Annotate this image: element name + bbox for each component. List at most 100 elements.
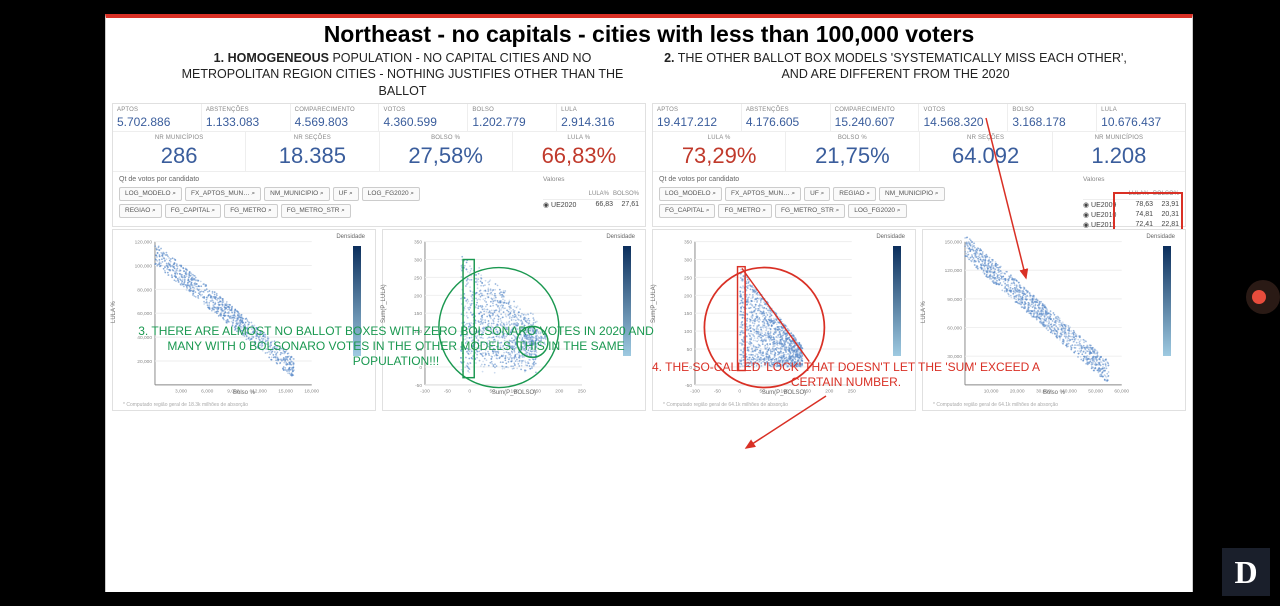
svg-text:150,000: 150,000 xyxy=(945,239,963,245)
filter-pill[interactable]: UF ⌕ xyxy=(804,187,830,201)
channel-logo: D xyxy=(1222,548,1270,596)
filter-pill[interactable]: FG_CAPITAL ⌕ xyxy=(659,204,715,218)
density-bar xyxy=(623,246,631,356)
svg-text:200: 200 xyxy=(825,388,833,394)
model-row: ◉ UE201074,8120,31 xyxy=(1083,210,1179,220)
chart-row: 20,000 40,000 60,000 80,000 100,000 120,000 3,… xyxy=(106,227,1192,415)
svg-text:100: 100 xyxy=(684,329,692,335)
stat-cell: LULA %73,29% xyxy=(653,132,786,171)
stat-cell: BOLSO3.168.178 xyxy=(1008,104,1097,131)
svg-text:-100: -100 xyxy=(690,388,700,394)
filter-pill[interactable]: FX_APTOS_MUN… ⌕ xyxy=(185,187,261,201)
filter-pill[interactable]: UF ⌕ xyxy=(333,187,359,201)
filter-area-right: Qt de votos por candidato LOG_MODELO ⌕FX… xyxy=(653,172,1185,226)
svg-text:200: 200 xyxy=(684,293,692,299)
filter-pill[interactable]: FG_CAPITAL ⌕ xyxy=(165,204,221,218)
subtitles-row: 1. HOMOGENEOUS POPULATION - NO CAPITAL C… xyxy=(106,50,1192,99)
stat-cell: Nr Municípios286 xyxy=(113,132,246,171)
svg-text:300: 300 xyxy=(684,257,692,263)
svg-text:-50: -50 xyxy=(415,383,422,389)
svg-text:50,000: 50,000 xyxy=(1088,388,1103,394)
density-bar xyxy=(353,246,361,356)
svg-text:15,000: 15,000 xyxy=(278,388,293,394)
svg-text:20,000: 20,000 xyxy=(137,359,152,365)
svg-text:-50: -50 xyxy=(444,388,451,394)
filter-pill[interactable]: LOG_MODELO ⌕ xyxy=(659,187,722,201)
filter-pill[interactable]: FX_APTOS_MUN… ⌕ xyxy=(725,187,801,201)
svg-text:10,000: 10,000 xyxy=(984,388,999,394)
stat-cell: Bolso %27,58% xyxy=(380,132,513,171)
stat-cell: LULA10.676.437 xyxy=(1097,104,1185,131)
svg-text:50: 50 xyxy=(417,347,423,353)
stat-cell: BOLSO1.202.779 xyxy=(468,104,557,131)
svg-text:60,000: 60,000 xyxy=(137,311,152,317)
svg-text:0: 0 xyxy=(689,365,692,371)
filter-pill[interactable]: NM_MUNICIPIO ⌕ xyxy=(264,187,329,201)
stat-cell: Nr Municípios1.208 xyxy=(1053,132,1185,171)
subtitle-2: 2. THE OTHER BALLOT BOX MODELS 'SYSTEMAT… xyxy=(659,50,1132,99)
svg-text:150: 150 xyxy=(414,311,422,317)
svg-text:-50: -50 xyxy=(714,388,721,394)
svg-text:90,000: 90,000 xyxy=(947,297,962,303)
filter-pill[interactable]: LOG_FG2020 ⌕ xyxy=(362,187,420,201)
stat-cell: LULA2.914.316 xyxy=(557,104,645,131)
scatter-chart-4: 30,00060,00090,000120,000150,00010,00020… xyxy=(922,229,1186,411)
svg-text:250: 250 xyxy=(848,388,856,394)
svg-text:3,000: 3,000 xyxy=(175,388,187,394)
record-indicator xyxy=(1246,280,1280,314)
dashboard-left: APTOS5.702.886ABSTENÇÕES1.133.083COMPARE… xyxy=(112,103,646,227)
svg-text:120,000: 120,000 xyxy=(135,239,153,245)
filter-pill[interactable]: FG_METRO_STR ⌕ xyxy=(775,204,845,218)
dashboard-row: APTOS5.702.886ABSTENÇÕES1.133.083COMPARE… xyxy=(106,99,1192,227)
svg-text:250: 250 xyxy=(578,388,586,394)
svg-text:50: 50 xyxy=(687,347,693,353)
svg-text:40,000: 40,000 xyxy=(137,335,152,341)
dashboard-right: APTOS19.417.212ABSTENÇÕES4.176.605COMPAR… xyxy=(652,103,1186,227)
filter-pill[interactable]: FG_METRO ⌕ xyxy=(718,204,772,218)
stat-cell: COMPARECIMENTO4.569.803 xyxy=(291,104,380,131)
model-row: ◉ UE200978,6323,91 xyxy=(1083,200,1179,210)
svg-text:250: 250 xyxy=(414,275,422,281)
filter-pill[interactable]: LOG_MODELO ⌕ xyxy=(119,187,182,201)
model-row: ◉ UE202066,8327,61 xyxy=(543,200,639,210)
svg-text:80,000: 80,000 xyxy=(137,287,152,293)
density-bar xyxy=(893,246,901,356)
svg-text:60,000: 60,000 xyxy=(947,325,962,331)
svg-text:120,000: 120,000 xyxy=(945,268,963,274)
stat-cell: COMPARECIMENTO15.240.607 xyxy=(831,104,920,131)
svg-text:-50: -50 xyxy=(685,383,692,389)
scatter-chart-2: -50050100150200250300350-100-50050100150… xyxy=(382,229,646,411)
svg-text:100,000: 100,000 xyxy=(135,263,153,269)
svg-text:200: 200 xyxy=(414,293,422,299)
svg-text:0: 0 xyxy=(419,365,422,371)
svg-text:300: 300 xyxy=(414,257,422,263)
svg-text:60,000: 60,000 xyxy=(1114,388,1129,394)
filter-pill[interactable]: FG_METRO ⌕ xyxy=(224,204,278,218)
filter-pill[interactable]: REGIAO ⌕ xyxy=(833,187,876,201)
stat-cell: VOTOS4.360.599 xyxy=(379,104,468,131)
stat-cell: ABSTENÇÕES1.133.083 xyxy=(202,104,291,131)
svg-text:350: 350 xyxy=(684,239,692,245)
svg-text:250: 250 xyxy=(684,275,692,281)
filter-pill[interactable]: NM_MUNICIPIO ⌕ xyxy=(879,187,944,201)
page-title: Northeast - no capitals - cities with le… xyxy=(106,18,1192,50)
filter-pill[interactable]: FG_METRO_STR ⌕ xyxy=(281,204,351,218)
svg-text:30,000: 30,000 xyxy=(947,354,962,360)
svg-text:6,000: 6,000 xyxy=(201,388,213,394)
svg-text:-100: -100 xyxy=(420,388,430,394)
subtitle-1: 1. HOMOGENEOUS POPULATION - NO CAPITAL C… xyxy=(166,50,639,99)
svg-text:150: 150 xyxy=(684,311,692,317)
svg-text:200: 200 xyxy=(555,388,563,394)
stat-cell: VOTOS14.568.320 xyxy=(919,104,1008,131)
svg-text:18,000: 18,000 xyxy=(304,388,319,394)
scatter-chart-3: -50050100150200250300350-100-50050100150… xyxy=(652,229,916,411)
filter-pill[interactable]: LOG_FG2020 ⌕ xyxy=(848,204,906,218)
stat-cell: LULA %66,83% xyxy=(513,132,645,171)
stat-cell: Bolso %21,75% xyxy=(786,132,919,171)
scatter-chart-1: 20,000 40,000 60,000 80,000 100,000 120,000 3,… xyxy=(112,229,376,411)
filter-pill[interactable]: REGIAO ⌕ xyxy=(119,204,162,218)
stat-cell: Nr Seções18.385 xyxy=(246,132,379,171)
svg-text:100: 100 xyxy=(414,329,422,335)
density-bar xyxy=(1163,246,1171,356)
stat-cell: APTOS19.417.212 xyxy=(653,104,742,131)
